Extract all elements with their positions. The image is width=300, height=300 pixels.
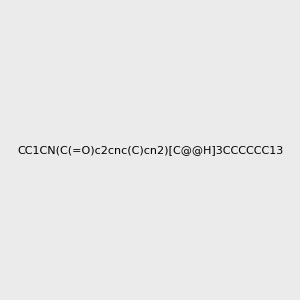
Text: CC1CN(C(=O)c2cnc(C)cn2)[C@@H]3CCCCCC13: CC1CN(C(=O)c2cnc(C)cn2)[C@@H]3CCCCCC13 bbox=[17, 145, 283, 155]
